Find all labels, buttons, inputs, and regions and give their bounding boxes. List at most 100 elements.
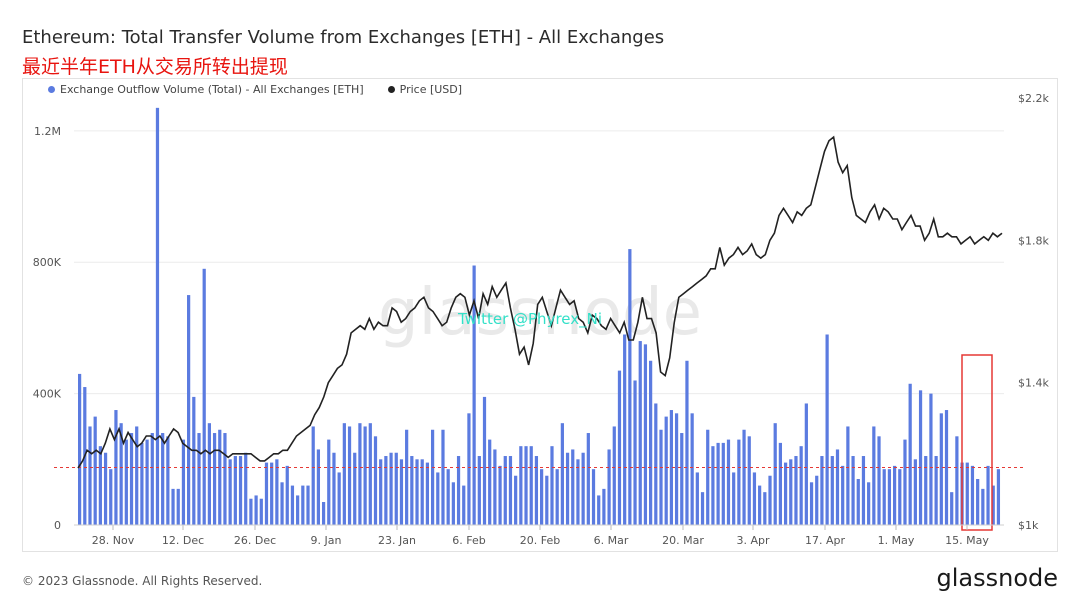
volume-bar	[218, 429, 222, 525]
volume-bar	[809, 482, 814, 525]
volume-bar	[654, 403, 658, 525]
volume-bar	[275, 459, 279, 525]
volume-bar	[462, 485, 466, 525]
volume-bar	[768, 475, 772, 525]
brand-logo[interactable]: glassnode	[936, 564, 1058, 592]
volume-bar	[420, 459, 424, 525]
y-right-tick-label: $1k	[1018, 519, 1039, 532]
volume-bar	[996, 469, 1001, 525]
volume-bar	[846, 426, 850, 525]
volume-bar	[747, 436, 751, 525]
volume-bar	[332, 452, 336, 525]
volume-bar	[306, 485, 310, 525]
volume-bar	[763, 492, 767, 525]
volume-bar	[259, 498, 263, 525]
volume-bar	[638, 341, 642, 525]
volume-bar	[835, 449, 840, 525]
volume-bar	[264, 462, 269, 525]
volume-bar	[830, 456, 834, 525]
volume-bar	[285, 465, 289, 525]
volume-bar	[451, 482, 455, 525]
volume-bar	[726, 439, 731, 525]
volume-bar	[659, 429, 663, 525]
volume-bar	[384, 456, 388, 525]
x-tick-label: 23. Jan	[378, 534, 416, 547]
volume-bar	[228, 459, 232, 525]
legend-item-price[interactable]: Price [USD]	[387, 83, 462, 96]
volume-bar	[700, 492, 705, 525]
volume-bar	[347, 426, 352, 525]
volume-bar	[965, 462, 969, 525]
volume-bar	[119, 423, 123, 525]
volume-bar	[841, 465, 845, 525]
annotation-text: Twitter @Phyrex_Ni	[457, 310, 602, 329]
volume-legend-dot-icon	[48, 86, 55, 93]
volume-bar	[820, 456, 824, 525]
price-legend-dot-icon	[387, 86, 395, 93]
volume-bar	[981, 488, 985, 525]
x-tick-label: 6. Feb	[452, 534, 485, 547]
volume-bar	[825, 334, 829, 525]
volume-bar	[721, 442, 725, 525]
volume-bar	[799, 446, 803, 525]
volume-bar	[498, 465, 502, 525]
volume-bar	[602, 488, 606, 525]
volume-bar	[851, 456, 855, 525]
volume-bar	[197, 433, 201, 525]
volume-bar	[970, 465, 975, 525]
volume-bar	[560, 423, 564, 525]
volume-bar	[586, 433, 590, 525]
volume-bar	[867, 482, 871, 525]
volume-bar	[732, 472, 736, 525]
volume-bar	[898, 469, 902, 525]
legend-item-volume[interactable]: Exchange Outflow Volume (Total) - All Ex…	[48, 83, 364, 96]
volume-bar	[591, 469, 596, 525]
volume-bar	[929, 393, 933, 525]
volume-bar	[674, 413, 679, 525]
volume-bar	[581, 452, 585, 525]
volume-bar	[207, 423, 211, 525]
volume-bar	[456, 456, 461, 525]
volume-bar	[280, 482, 284, 525]
volume-bar	[181, 439, 186, 525]
volume-bar	[597, 495, 601, 525]
volume-bar	[270, 462, 274, 525]
volume-bar	[939, 413, 943, 525]
chart-title: Ethereum: Total Transfer Volume from Exc…	[22, 27, 665, 48]
volume-bar	[892, 465, 897, 525]
volume-bar	[296, 495, 300, 525]
volume-bar	[98, 446, 102, 525]
volume-bar	[872, 426, 876, 525]
x-tick-label: 17. Apr	[805, 534, 845, 547]
volume-bar	[576, 459, 580, 525]
legend: Exchange Outflow Volume (Total) - All Ex…	[48, 83, 462, 96]
volume-bar	[155, 107, 160, 525]
volume-bar	[737, 439, 741, 525]
volume-bar	[238, 456, 243, 525]
volume-bar	[415, 459, 419, 525]
volume-bar	[555, 469, 559, 525]
volume-bar	[934, 456, 938, 525]
volume-bar	[524, 446, 528, 525]
volume-bar	[633, 380, 637, 525]
volume-bar	[233, 456, 237, 525]
volume-bar	[545, 475, 549, 525]
volume-bar	[150, 433, 154, 525]
x-tick-label: 9. Jan	[311, 534, 342, 547]
volume-bar	[493, 449, 497, 525]
volume-bar	[550, 446, 554, 525]
volume-bar	[690, 413, 694, 525]
volume-bar	[316, 449, 321, 525]
y-left-tick-label: 0	[54, 519, 61, 532]
volume-bar	[327, 439, 331, 525]
volume-bar	[519, 446, 523, 525]
volume-bar	[405, 429, 409, 525]
volume-bar	[187, 295, 191, 525]
volume-bar	[399, 459, 404, 525]
volume-bar	[301, 485, 305, 525]
volume-bar	[695, 472, 699, 525]
volume-bar	[669, 410, 673, 525]
volume-bar	[565, 452, 570, 525]
volume-bar	[373, 436, 378, 525]
x-tick-label: 28. Nov	[92, 534, 135, 547]
